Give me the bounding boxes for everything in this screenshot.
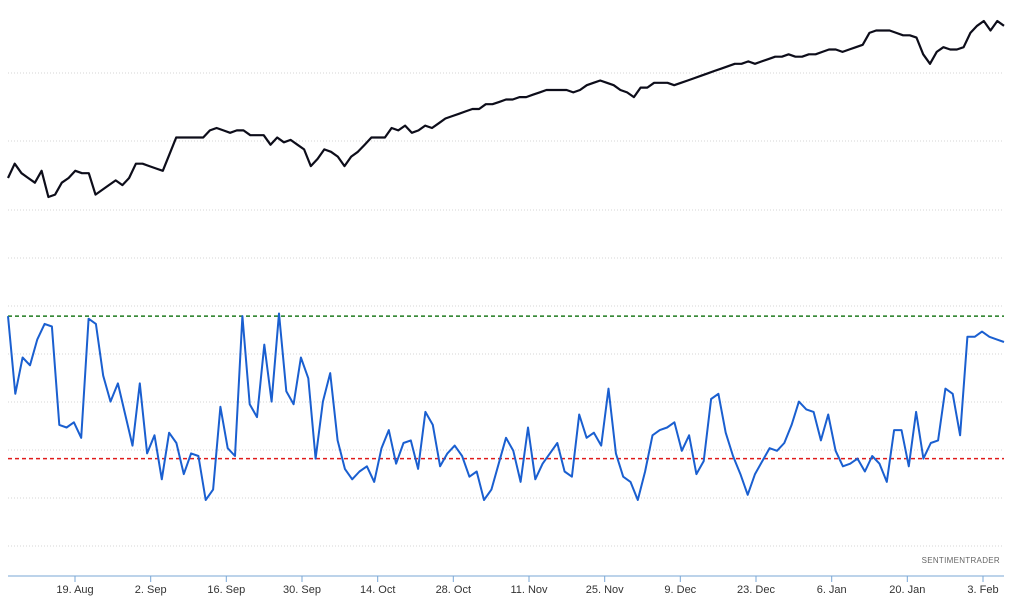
x-tick-label: 25. Nov: [586, 584, 624, 596]
indicator-panel: [7, 312, 1005, 501]
price-series-line-0: [7, 19, 1005, 199]
credit-label: SENTIMENTRADER: [922, 556, 1000, 565]
x-tick-label: 30. Sep: [283, 584, 321, 596]
indicator-series-line-0: [7, 312, 1005, 501]
grid-layer: [8, 72, 1004, 547]
x-tick-label: 20. Jan: [889, 584, 925, 596]
x-tick-label: 23. Dec: [737, 584, 775, 596]
x-tick-label: 28. Oct: [436, 584, 471, 596]
x-tick-label: 6. Jan: [817, 584, 847, 596]
x-tick-label: 14. Oct: [360, 584, 395, 596]
x-tick-label: 11. Nov: [510, 584, 548, 596]
x-tick-label: 2. Sep: [135, 584, 167, 596]
x-tick-label: 9. Dec: [664, 584, 696, 596]
x-tick-label: 3. Feb: [967, 584, 998, 596]
price-panel: [7, 19, 1005, 199]
x-tick-label: 19. Aug: [56, 584, 93, 596]
x-axis: 19. Aug 2. Sep 16. Sep 30. Sep 14. Oct 28. Oc…: [8, 575, 1004, 596]
x-tick-label: 16. Sep: [207, 584, 245, 596]
